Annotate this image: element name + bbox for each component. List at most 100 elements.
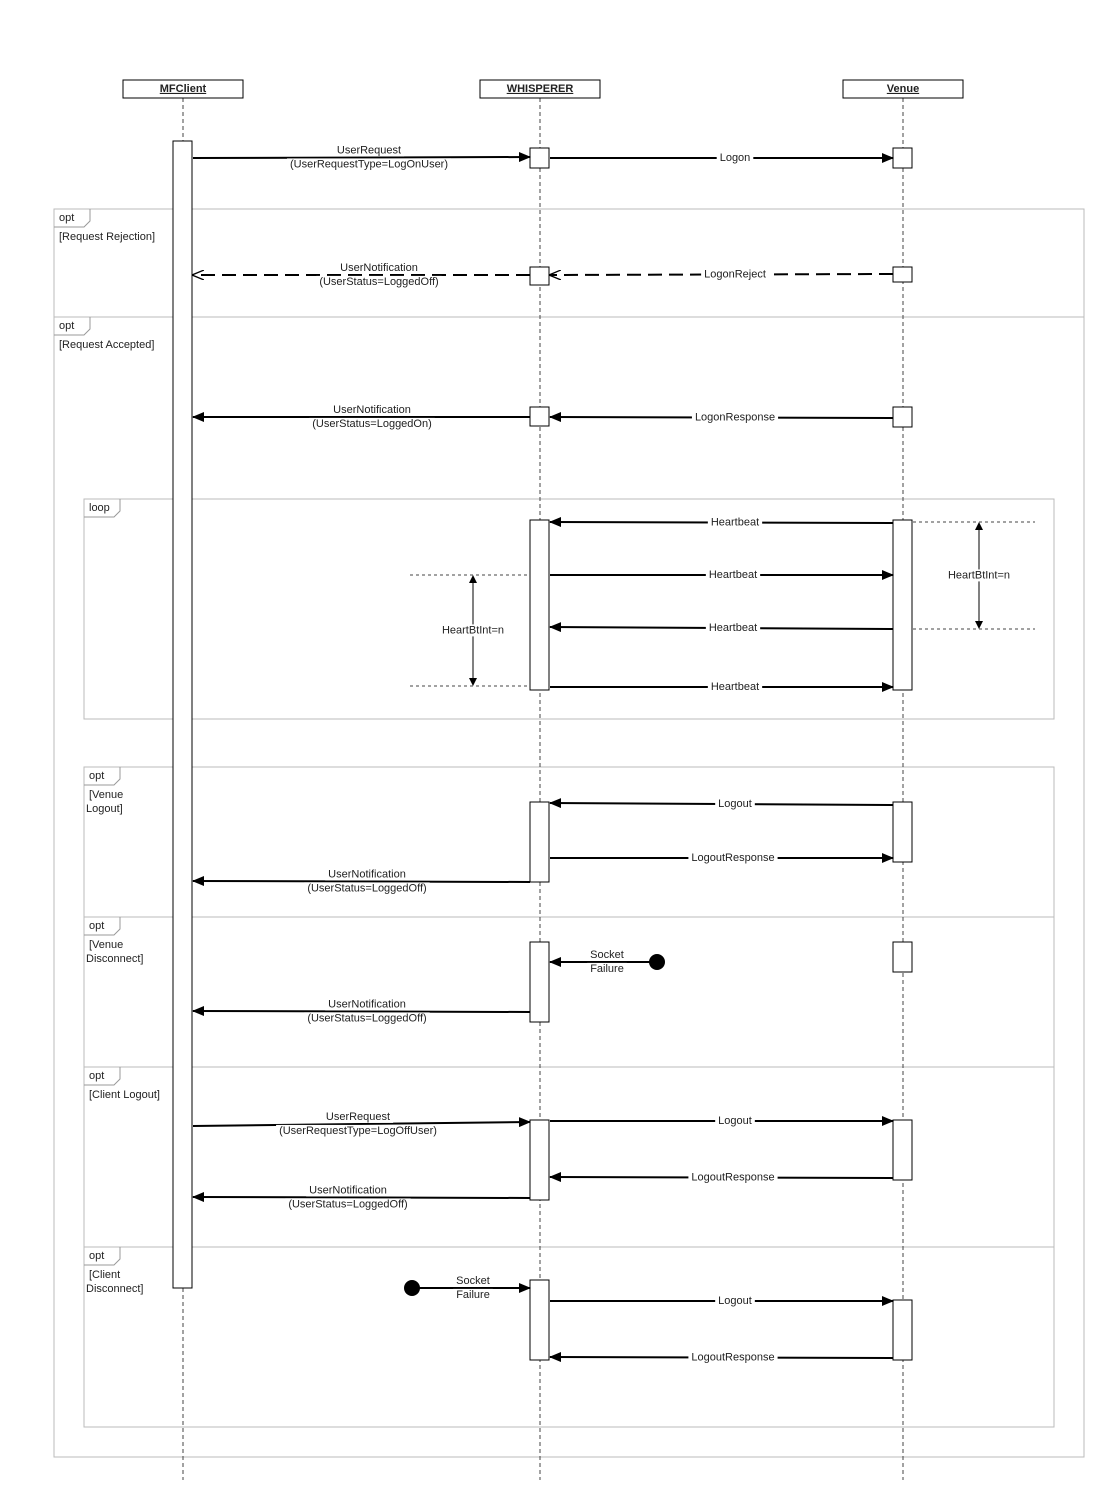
message-label: Socket (456, 1275, 490, 1287)
message-label: Heartbeat (709, 622, 757, 634)
label-bg (715, 1114, 755, 1127)
label-bg (715, 797, 755, 810)
label-bg (306, 1184, 390, 1197)
fragment-kind: opt (89, 1250, 104, 1262)
fragment-guard: [Client Logout] (89, 1089, 160, 1101)
participant-name: Venue (887, 83, 919, 95)
fragment-tab (84, 1067, 121, 1086)
message-label: (UserStatus=LoggedOn) (312, 418, 432, 430)
activation (892, 801, 913, 863)
message-label: Failure (456, 1289, 490, 1301)
fragment-tab (84, 499, 121, 518)
label-bg (688, 1351, 778, 1364)
label-bg (587, 962, 627, 975)
message-label: UserNotification (309, 1184, 387, 1196)
label-bg (453, 1274, 493, 1287)
label-bg (330, 403, 414, 416)
fragment-kind: opt (89, 770, 104, 782)
participant-name: WHISPERER (507, 83, 574, 95)
fragment-frame (83, 916, 1055, 1068)
label-bg (333, 144, 405, 157)
fragment-frame (53, 316, 1085, 1458)
message-label: UserNotification (328, 868, 406, 880)
message-label: Heartbeat (711, 516, 759, 528)
label-bg (309, 417, 435, 430)
message-label: (UserStatus=LoggedOff) (319, 276, 438, 288)
label-bg (716, 151, 754, 164)
initial-node (404, 1280, 420, 1296)
activation (892, 941, 913, 973)
message-label: UserRequest (326, 1111, 390, 1123)
label-bg (439, 624, 507, 637)
label-bg (688, 1171, 778, 1184)
activation (172, 140, 193, 1289)
message-label: Heartbeat (709, 569, 757, 581)
message-arrow (192, 1117, 531, 1128)
activation (892, 1119, 913, 1181)
fragment-kind: opt (59, 212, 74, 224)
activation (892, 147, 913, 169)
message-arrow (192, 152, 531, 163)
message-label: LogoutResponse (691, 1351, 774, 1363)
label-bg (304, 1012, 430, 1025)
label-bg (707, 680, 763, 693)
activation (892, 519, 913, 691)
message-label: (UserStatus=LoggedOff) (307, 882, 426, 894)
message-label: (UserStatus=LoggedOff) (307, 1012, 426, 1024)
message-label: LogoutResponse (691, 1171, 774, 1183)
label-bg (325, 868, 409, 881)
participant-box (122, 79, 244, 99)
label-bg (276, 1124, 440, 1137)
activation (892, 406, 913, 428)
fragment-guard: [Client (89, 1269, 120, 1281)
fragment-frame (83, 1246, 1055, 1428)
message-label: UserNotification (328, 998, 406, 1010)
label-bg (688, 851, 778, 864)
activation (529, 801, 550, 883)
message-arrow (192, 1192, 531, 1203)
label-bg (325, 998, 409, 1011)
fragment-kind: opt (89, 1070, 104, 1082)
initial-node (649, 954, 665, 970)
label-bg (945, 569, 1013, 582)
fragment-guard: [Request Rejection] (59, 231, 155, 243)
fragment-tab (84, 917, 121, 936)
message-label: LogonReject (704, 268, 766, 280)
participant-box (479, 79, 601, 99)
label-bg (707, 516, 763, 529)
activation (529, 266, 550, 286)
label-bg (705, 568, 761, 581)
message-label: Logout (718, 1295, 752, 1307)
activation (529, 1119, 550, 1201)
message-label: LogoutResponse (691, 852, 774, 864)
message-label: LogonResponse (695, 411, 775, 423)
activation (529, 147, 550, 169)
fragment-tab (84, 1247, 121, 1266)
label-bg (304, 882, 430, 895)
participant-box (842, 79, 964, 99)
message-arrow (192, 876, 531, 887)
label-bg (705, 621, 761, 634)
fragment-guard: Logout] (86, 803, 123, 815)
fragment-tab (84, 767, 121, 786)
message-label: UserNotification (340, 262, 418, 274)
message-label: Logout (718, 798, 752, 810)
label-bg (285, 1198, 411, 1211)
fragment-guard: [Venue (89, 939, 123, 951)
fragment-guard: Disconnect] (86, 1283, 143, 1295)
fragment-guard: Disconnect] (86, 953, 143, 965)
message-label: UserRequest (337, 144, 401, 156)
label-bg (337, 261, 421, 274)
interval-note: HeartBtInt=n (948, 569, 1010, 581)
activation (892, 1299, 913, 1361)
fragment-guard: [Venue (89, 789, 123, 801)
activation (892, 266, 913, 283)
message-label: Logout (718, 1115, 752, 1127)
message-label: (UserRequestType=LogOnUser) (290, 158, 448, 170)
label-bg (316, 275, 442, 288)
message-label: Failure (590, 963, 624, 975)
fragment-tab (54, 317, 91, 336)
message-label: UserNotification (333, 404, 411, 416)
label-bg (715, 1294, 755, 1307)
activation (529, 406, 550, 427)
